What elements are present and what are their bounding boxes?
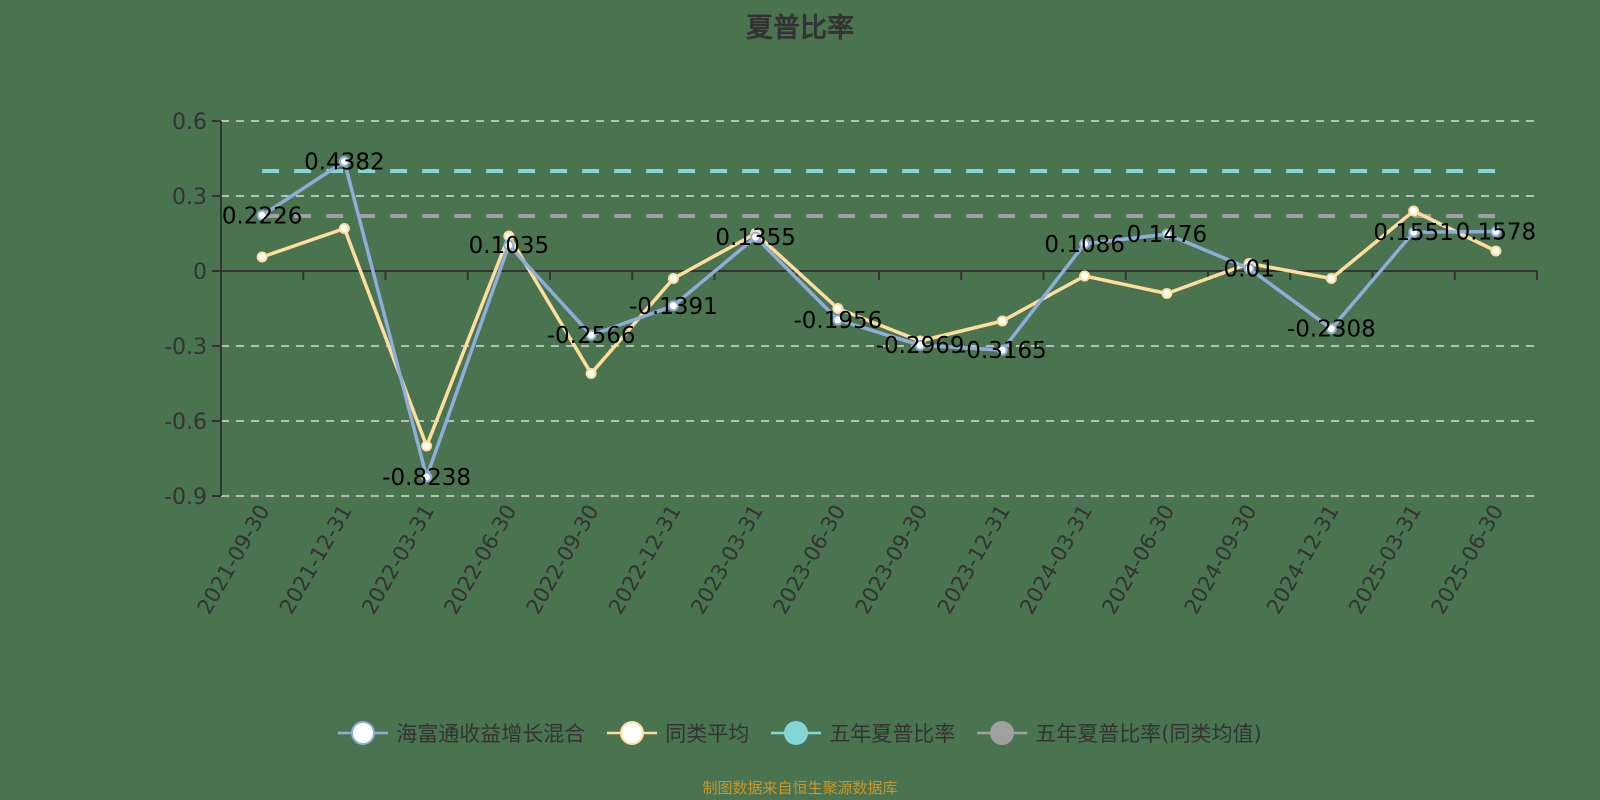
y-tick-label: 0.3 <box>172 185 207 210</box>
data-point[interactable] <box>996 315 1008 327</box>
legend-label: 同类平均 <box>665 722 750 746</box>
data-point[interactable] <box>750 231 762 243</box>
data-label: -0.2566 <box>547 323 636 349</box>
reference-lines <box>262 169 1496 218</box>
legend-label: 五年夏普比率 <box>829 722 956 746</box>
data-label: 0.1086 <box>1044 232 1124 258</box>
x-tick-label: 2025-03-31 <box>1344 501 1426 619</box>
data-point[interactable] <box>832 303 844 314</box>
data-point[interactable] <box>914 339 926 351</box>
data-label: -0.3165 <box>958 338 1047 364</box>
legend-label: 五年夏普比率(同类均值) <box>1035 722 1262 746</box>
data-point[interactable] <box>1161 288 1173 299</box>
series-line <box>261 159 1496 479</box>
data-label: -0.2308 <box>1287 317 1376 343</box>
chart-title: 夏普比率 <box>746 13 854 44</box>
x-tick-label: 2021-12-31 <box>275 501 357 619</box>
data-label: 0.2226 <box>222 203 302 229</box>
data-point[interactable] <box>338 155 350 167</box>
x-tick-label: 2024-12-31 <box>1262 501 1344 619</box>
data-label: 0.4382 <box>304 149 384 175</box>
data-labels: 0.2226 0.4382 -0.8238 0.1035 -0.2566 -0.1391 0… <box>222 149 1536 491</box>
data-point[interactable] <box>1325 273 1337 284</box>
data-point[interactable] <box>585 368 597 379</box>
data-label: 0.1578 <box>1456 220 1536 246</box>
data-point[interactable] <box>1161 228 1173 240</box>
data-label: -0.2969 <box>876 333 965 359</box>
data-point[interactable] <box>1408 226 1420 238</box>
x-tick-label: 2023-03-31 <box>686 501 768 619</box>
data-point[interactable] <box>503 239 515 251</box>
x-tick-label: 2025-06-30 <box>1426 501 1508 619</box>
data-label: 0.1035 <box>469 233 549 259</box>
x-tick-label: 2024-06-30 <box>1097 501 1179 619</box>
x-tick-label: 2023-06-30 <box>768 501 850 619</box>
data-label: 0.01 <box>1224 257 1275 283</box>
legend-item[interactable]: 五年夏普比率(同类均值) <box>977 718 1262 748</box>
x-tick-label: 2024-03-31 <box>1015 501 1097 619</box>
x-tick-label: 2022-09-30 <box>522 501 604 619</box>
legend-hollow-circle-icon <box>607 721 658 745</box>
data-point[interactable] <box>338 223 350 234</box>
x-tick-label: 2022-12-31 <box>604 501 686 619</box>
data-point[interactable] <box>421 471 433 483</box>
x-tick-label: 2022-03-31 <box>357 501 439 619</box>
data-label: 0.1476 <box>1127 222 1207 248</box>
data-point[interactable] <box>1490 226 1502 238</box>
x-tick-label: 2023-09-30 <box>851 501 933 619</box>
series-lines <box>256 155 1502 483</box>
y-tick-label: 0 <box>193 260 207 285</box>
legend: 海富通收益增长混合 同类平均 五年夏普比率 五年夏普比率(同类均值) <box>0 718 1600 748</box>
data-label: 0.1551 <box>1373 220 1453 246</box>
data-point[interactable] <box>1079 238 1091 250</box>
x-tick-label: 2022-06-30 <box>439 501 521 619</box>
data-point[interactable] <box>996 344 1008 356</box>
gridlines <box>221 120 1537 497</box>
data-point[interactable] <box>256 251 268 263</box>
legend-label: 海富通收益增长混合 <box>396 722 586 746</box>
data-label: -0.1956 <box>793 308 882 334</box>
legend-filled-circle-icon <box>771 721 822 745</box>
x-tick-label: 2023-12-31 <box>933 501 1015 619</box>
x-tick-label: 2021-09-30 <box>193 501 275 619</box>
x-tick-label: 2024-09-30 <box>1180 501 1262 619</box>
y-tick-label: -0.3 <box>164 335 207 360</box>
data-label: 0.1355 <box>715 225 795 251</box>
legend-item[interactable]: 海富通收益增长混合 <box>338 718 585 748</box>
legend-filled-circle-icon <box>977 721 1028 745</box>
data-point[interactable] <box>1408 205 1420 217</box>
y-tick-label: -0.9 <box>164 485 207 510</box>
data-point[interactable] <box>1243 263 1255 274</box>
data-point[interactable] <box>832 314 844 326</box>
data-point[interactable] <box>1079 270 1091 282</box>
y-tick-label: -0.6 <box>164 410 207 435</box>
data-point[interactable] <box>667 300 679 312</box>
source-note: 制图数据来自恒生聚源数据库 <box>702 779 898 797</box>
legend-item[interactable]: 同类平均 <box>607 718 749 748</box>
series-line <box>261 209 1497 448</box>
data-point[interactable] <box>667 273 679 284</box>
data-point[interactable] <box>1325 323 1337 335</box>
data-label: -0.1391 <box>629 294 718 320</box>
data-point[interactable] <box>585 329 597 341</box>
y-tick-label: 0.6 <box>172 110 207 135</box>
data-point[interactable] <box>1490 245 1502 257</box>
data-point[interactable] <box>421 440 433 452</box>
legend-item[interactable]: 五年夏普比率 <box>771 718 955 748</box>
legend-hollow-circle-icon <box>338 721 389 745</box>
data-label: -0.8238 <box>382 465 471 491</box>
data-point[interactable] <box>256 209 268 221</box>
